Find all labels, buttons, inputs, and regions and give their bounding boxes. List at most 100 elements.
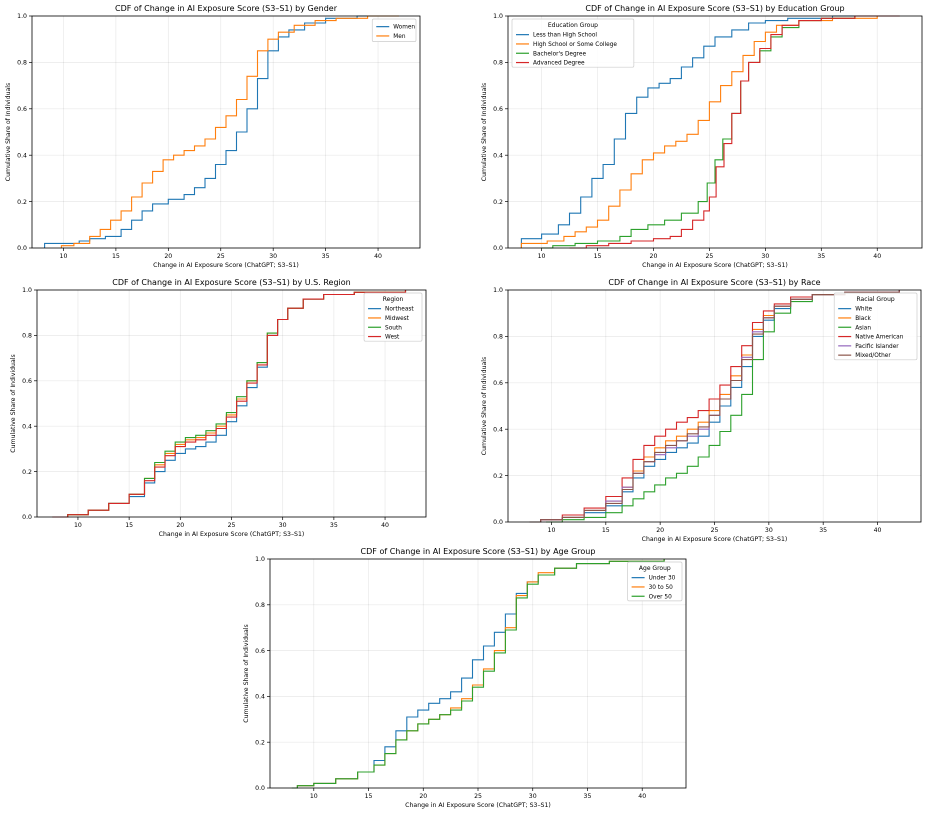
x-tick-label: 40	[638, 793, 646, 800]
y-axis-label: Cumulative Share of Individuals	[243, 624, 250, 722]
y-tick-label: 1.0	[17, 13, 27, 20]
chart-race: 10 15 20 25 30 35 40 0.0 0.2 0.4 0.6 0.8 1.0 CDF of C…	[481, 278, 922, 543]
legend-label: South	[385, 325, 402, 331]
series-line-men	[60, 15, 399, 248]
y-tick-label: 0.8	[493, 334, 503, 341]
y-tick-label: 0.2	[255, 739, 265, 746]
legend-label: Asian	[855, 325, 871, 331]
x-tick-label: 20	[650, 253, 658, 260]
plot-frame	[507, 289, 922, 523]
x-tick-label: 25	[217, 253, 225, 260]
legend-title: Age Group	[639, 565, 671, 572]
y-tick-label: 0.0	[255, 785, 265, 792]
series-line-south	[52, 290, 407, 518]
legend-label: Under 30	[649, 576, 676, 582]
x-tick-label: 40	[873, 253, 881, 260]
y-tick-label: 0.0	[493, 519, 503, 526]
y-tick-label: 0.0	[22, 514, 32, 521]
plot-frame	[31, 15, 421, 249]
x-axis-label: Change in AI Exposure Score (ChatGPT; S3…	[159, 531, 305, 538]
y-axis-label: Cumulative Share of Individuals	[481, 83, 488, 181]
y-tick-label: 0.2	[493, 199, 503, 206]
legend-box	[511, 18, 635, 68]
y-tick-label: 0.6	[22, 378, 32, 385]
x-tick-label: 25	[705, 253, 713, 260]
x-tick-label: 35	[330, 522, 338, 529]
chart-gender: 10 15 20 25 30 35 40 0.0 0.2 0.4 0.6 0.8 1.0 CDF of C…	[5, 4, 421, 269]
x-axis-label: Change in AI Exposure Score (ChatGPT; S3…	[405, 802, 551, 809]
legend-label: Mixed/Other	[855, 353, 891, 359]
x-tick-label: 15	[112, 253, 120, 260]
x-tick-label: 20	[176, 522, 184, 529]
legend: Region Northeast Midwest South West	[363, 292, 423, 342]
chart-title: CDF of Change in AI Exposure Score (S3–S…	[115, 4, 338, 13]
chart-title: CDF of Change in AI Exposure Score (S3–S…	[585, 4, 844, 13]
y-axis-label: Cumulative Share of Individuals	[481, 357, 488, 455]
legend-label: Native American	[855, 335, 904, 341]
x-tick-label: 10	[60, 253, 68, 260]
series-line-women	[44, 15, 399, 248]
plot-frame	[269, 558, 687, 789]
chart-education: 10 15 20 25 30 35 40 0.0 0.2 0.4 0.6 0.8 1.0 CDF of C…	[481, 4, 923, 269]
legend: Women Men	[371, 18, 417, 42]
y-tick-label: 0.4	[493, 152, 503, 159]
series-line-northeast	[52, 290, 407, 518]
legend-label: Pacific Islander	[855, 344, 899, 350]
legend-label: Bachelor's Degree	[533, 51, 586, 57]
y-tick-label: 0.8	[17, 60, 27, 67]
x-tick-label: 15	[602, 527, 610, 534]
series-line-over-50	[291, 559, 665, 789]
legend-label: 30 to 50	[649, 585, 674, 591]
chart-region: 10 15 20 25 30 35 40 0.0 0.2 0.4 0.6 0.8 1.0 CDF of C…	[10, 278, 427, 538]
y-tick-label: 1.0	[493, 13, 503, 20]
y-tick-label: 0.8	[255, 602, 265, 609]
legend: Racial Group White Black Asian Native Americ…	[833, 292, 918, 361]
x-tick-label: 35	[322, 253, 330, 260]
y-axis-label: Cumulative Share of Individuals	[5, 83, 12, 181]
series-line-less-than-high-school	[520, 15, 900, 248]
x-tick-label: 20	[656, 527, 664, 534]
y-tick-label: 0.6	[493, 380, 503, 387]
legend-label: Northeast	[385, 307, 414, 313]
legend-title: Education Group	[548, 22, 598, 29]
x-tick-label: 40	[874, 527, 882, 534]
plot-frame	[36, 289, 427, 518]
y-tick-label: 0.4	[17, 152, 27, 159]
legend-label: White	[855, 307, 872, 313]
x-tick-label: 25	[711, 527, 719, 534]
legend-label: Over 50	[649, 594, 672, 600]
x-tick-label: 15	[594, 253, 602, 260]
x-tick-label: 20	[419, 793, 427, 800]
series-line-west	[52, 290, 407, 518]
y-tick-label: 0.2	[17, 199, 27, 206]
x-axis-label: Change in AI Exposure Score (ChatGPT; S3…	[642, 262, 788, 269]
legend: Age Group Under 30 30 to 50 Over 50	[627, 561, 683, 602]
y-tick-label: 0.2	[22, 469, 32, 476]
y-tick-label: 0.4	[22, 423, 32, 430]
legend-label: Women	[393, 25, 415, 31]
y-tick-label: 1.0	[22, 287, 32, 294]
y-tick-label: 0.8	[22, 333, 32, 340]
x-axis-label: Change in AI Exposure Score (ChatGPT; S3…	[642, 536, 788, 543]
x-tick-label: 10	[74, 522, 82, 529]
y-tick-label: 1.0	[255, 556, 265, 563]
legend-title: Region	[383, 296, 404, 303]
legend-label: Men	[393, 34, 406, 40]
legend-label: Advanced Degree	[533, 61, 585, 67]
x-tick-label: 40	[381, 522, 389, 529]
x-tick-label: 10	[538, 253, 546, 260]
y-tick-label: 0.0	[17, 245, 27, 252]
x-tick-label: 30	[269, 253, 277, 260]
x-tick-label: 30	[761, 253, 769, 260]
chart-age: 10 15 20 25 30 35 40 0.0 0.2 0.4 0.6 0.8 1.0 CDF of C…	[243, 547, 687, 809]
y-tick-label: 0.0	[493, 245, 503, 252]
chart-title: CDF of Change in AI Exposure Score (S3–S…	[112, 278, 350, 287]
legend-box	[627, 561, 683, 602]
x-tick-label: 35	[817, 253, 825, 260]
chart-title: CDF of Change in AI Exposure Score (S3–S…	[608, 278, 820, 287]
series-line-high-school-or-some-college	[520, 15, 900, 248]
x-tick-label: 10	[548, 527, 556, 534]
chart-title: CDF of Change in AI Exposure Score (S3–S…	[361, 547, 596, 556]
x-tick-label: 35	[584, 793, 592, 800]
